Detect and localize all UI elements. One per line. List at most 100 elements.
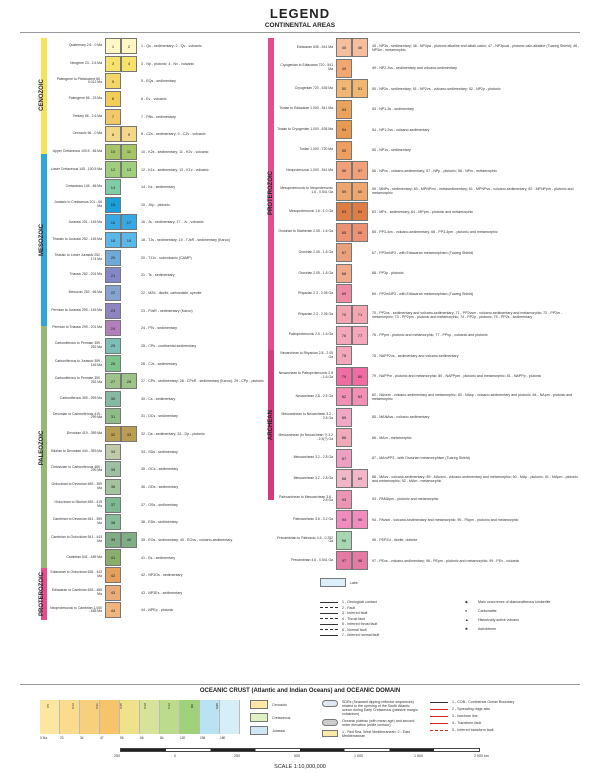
right-age-0: Ediacaran 635 - 541 Ma <box>296 44 333 49</box>
left-age-7: Lower Cretaceous 145 - 100.5 Ma <box>50 166 102 171</box>
left-age-11: Triassic to Jurassic 252 - 145 Ma <box>52 237 102 242</box>
gradient-age-4: 56 <box>120 736 124 740</box>
paleozoic-label: PALEOZOIC <box>39 430 45 466</box>
left-swatch-11: 18 <box>105 232 121 249</box>
proterozoic-right-bar <box>268 38 274 350</box>
oceanic-jurassic-swatch <box>250 726 268 735</box>
fault-row-3: 4 - Thrust fault <box>320 617 460 621</box>
right-swatch-1: 49 <box>336 58 352 78</box>
scale-tick-4: 1 000 <box>354 754 363 758</box>
left-age-8: Cretaceous 145 - 66 Ma <box>65 184 102 189</box>
oceanic-line-row-2: 3 - Isochron line <box>430 714 580 718</box>
left-row-17: Carboniferous to Permian 359 - 252 Ma 25 2… <box>50 337 273 354</box>
right-age-3: Tonian to Ediacaran 1,000 - 541 Ma <box>279 106 333 111</box>
right-swatch-b-15 <box>352 346 368 365</box>
left-swatch-b-8 <box>121 179 137 195</box>
gradient-age-3: 47 <box>100 736 104 740</box>
left-desc-3: 6 - Ev - volcanic <box>141 96 167 101</box>
oceanic-cenozoic-label: Cenozoic <box>272 702 287 707</box>
left-desc-21: 31 - DCs - sedimentary <box>141 414 178 419</box>
right-swatch-6: 56 <box>336 161 352 181</box>
right-swatch-b-19 <box>352 428 368 447</box>
right-desc-24: 96 - PEPZd - diorite, dolerite <box>372 538 418 543</box>
right-swatch-b-10 <box>352 243 368 262</box>
right-row-24: Precambrian to Paleozoic 4.6 - 0.252 Ga 9… <box>277 530 582 550</box>
gradient-chron-4: C29 <box>142 703 147 709</box>
right-swatch-b-8: 64 <box>352 202 368 222</box>
right-swatch-b-1 <box>352 59 368 78</box>
lake-swatch <box>320 578 346 587</box>
right-swatch-3: 53 <box>336 99 352 119</box>
left-desc-13: 21 - Ts - sedimentary <box>141 273 175 278</box>
left-swatch-b-21 <box>121 408 137 424</box>
left-row-5: Cenozoic 66 - 0 Ma 8 9 8 - CZs - sedimentar… <box>50 126 273 143</box>
right-swatch-b-4 <box>352 120 368 139</box>
left-swatch-b-7: 13 <box>121 161 137 178</box>
left-age-18: Carboniferous to Jurassic 359 - 145 Ma <box>54 358 102 367</box>
left-row-20: Carboniferous 359 - 299 Ma 30 30 - Cs - se… <box>50 390 273 407</box>
oceanic-line-swatch-0 <box>430 701 448 703</box>
left-desc-2: 5 - EQs - sedimentary <box>141 79 176 84</box>
left-age-9: Jurassic to Cretaceous 201 - 66 Ma <box>54 199 102 208</box>
gradient-chron-5: C33 <box>166 703 171 709</box>
left-swatch-20: 30 <box>105 390 121 407</box>
left-age-24: Ordovician to Carboniferous 485 - 299 Ma <box>51 464 102 473</box>
scale-tick-6: 2 000 km <box>474 754 489 758</box>
right-row-7: Mesoproterozoic to Neoproterozoic 1.6 - … <box>277 181 582 201</box>
left-row-4: Tertiary 66 - 2.6 Ma 7 7 - PNs - sedimenta… <box>50 108 273 125</box>
fault-label-5: 6 - Normal fault <box>342 627 367 632</box>
left-desc-15: 23 - PJsR - sedimentary (Karoo) <box>141 308 193 313</box>
gradient-band-4 <box>120 700 140 734</box>
left-row-22: Devonian 419 - 359 Ma 32 33 32 - Ds - sedim… <box>50 426 273 443</box>
fault-label-6: 7 - Inferred normal fault <box>342 633 380 637</box>
left-age-6: Upper Cretaceous 100.5 - 66 Ma <box>52 148 102 153</box>
right-swatch-b-17: 83 <box>352 387 368 407</box>
right-desc-4: 54 - NP1-2vs - volcano-sedimentary <box>372 127 430 132</box>
oceanic-top-rule <box>20 684 580 685</box>
left-swatch-0: 1 <box>105 38 121 55</box>
gradient-band-1 <box>60 700 80 734</box>
left-age-0: Quaternary 2.6 - 0 Ma <box>68 43 102 48</box>
left-row-14: Mesozoic 252 - 66 Ma 22 22 - MZd - diorite… <box>50 284 273 302</box>
oceanic-cretaceous: Cretaceous <box>250 713 320 722</box>
left-swatch-10: 16 <box>105 214 121 231</box>
gradient-band-5 <box>140 700 160 734</box>
right-age-18: Mesoarchean to Neoarchean 3.2 - 2.5 Ga <box>281 412 333 421</box>
proterozoic-left-label: PROTEROZOIC <box>39 572 45 617</box>
left-swatch-7: 12 <box>105 161 121 178</box>
right-desc-10: 67 - PP3mNP3 - with Ediacaran metamorphi… <box>372 250 474 255</box>
right-swatch-b-14: 77 <box>352 325 368 345</box>
right-swatch-b-11 <box>352 264 368 283</box>
left-swatch-b-10: 17 <box>121 214 137 231</box>
right-swatch-4: 54 <box>336 120 352 140</box>
right-swatch-b-2: 51 <box>352 79 368 99</box>
left-swatch-b-25 <box>121 479 137 495</box>
left-swatch-23: 34 <box>105 443 121 460</box>
left-row-11: Triassic to Jurassic 252 - 145 Ma 18 19 18 … <box>50 232 273 249</box>
right-desc-9: 65 - PP3-4vs - volcano-sedimentary; 66 -… <box>372 230 498 235</box>
right-swatch-b-5 <box>352 141 368 160</box>
right-row-14: Paleoproterozoic 2.5 - 1.6 Ga 76 77 76 - PP… <box>277 325 582 345</box>
left-row-2: Paleogene to Pleistocene 66 - 0.012 Ma 5 5… <box>50 73 273 90</box>
proterozoic-left-bar <box>41 568 47 620</box>
right-swatch-7: 59 <box>336 181 352 201</box>
left-age-2: Paleogene to Pleistocene 66 - 0.012 Ma <box>56 76 102 85</box>
left-age-23: Silurian to Devonian 444 - 359 Ma <box>50 448 102 453</box>
left-row-24: Ordovician to Carboniferous 485 - 299 Ma… <box>50 461 273 478</box>
left-swatch-b-28: 40 <box>121 531 137 548</box>
oceanic-jurassic-label: Jurassic <box>272 728 286 733</box>
gradient-age-5: 66 <box>140 736 144 740</box>
left-swatch-17: 25 <box>105 337 121 354</box>
sdrs-row: SDRs (Seaward dipping reflector sequence… <box>322 700 422 716</box>
symbol-legend: ◆ Main occurrence of diamondiferous kimbe… <box>465 600 585 636</box>
left-desc-9: 15 - JKp - plutonic <box>141 202 170 207</box>
right-swatch-b-21: 89 <box>352 469 368 489</box>
oceanic-line-label-4: 5 - Inferred transform fault <box>452 728 494 732</box>
left-desc-7: 12 - K1s - sedimentary; 13 - K1v - volca… <box>141 167 209 172</box>
fault-line-6 <box>320 634 338 636</box>
right-age-22: Paleoarchean to Mesoarchean 3.6 - 2.8 Ga <box>279 494 333 503</box>
oceanic-line-row-4: 5 - Inferred transform fault <box>430 728 580 732</box>
left-age-28: Cambrian to Ordovician 541 - 443 Ma <box>51 535 102 543</box>
right-row-25: Precambrian 4.6 - 0.541 Ga 97 98 97 - PEvs … <box>277 551 582 571</box>
left-swatch-b-20 <box>121 391 137 407</box>
